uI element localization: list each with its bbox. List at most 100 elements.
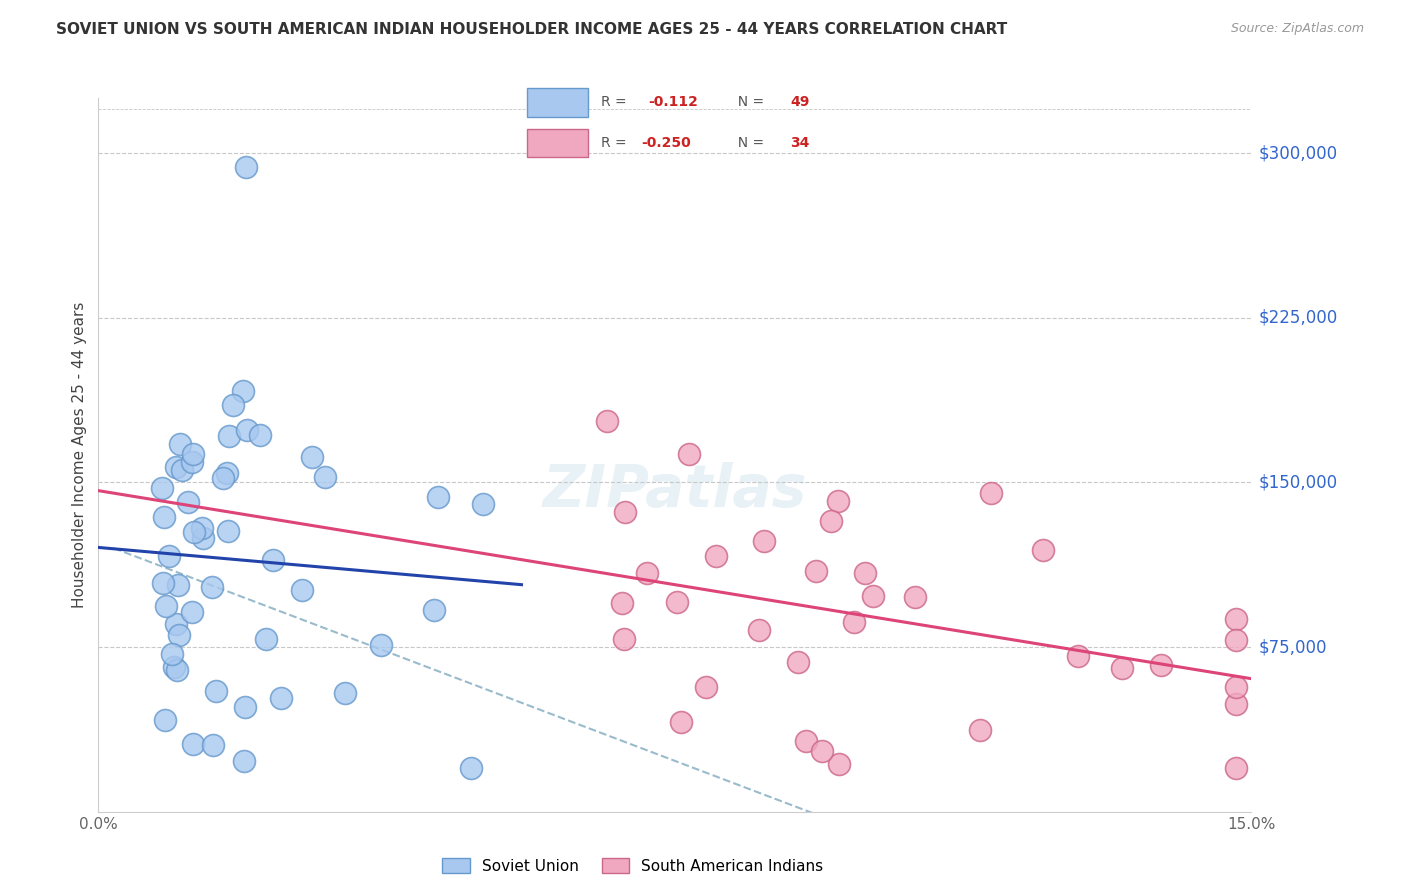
Text: $300,000: $300,000 <box>1258 144 1337 162</box>
Text: 49: 49 <box>790 95 810 110</box>
Point <box>169 436 191 450</box>
Point <box>862 589 884 603</box>
Point <box>249 427 271 442</box>
Text: $225,000: $225,000 <box>1258 309 1337 326</box>
Point <box>704 549 727 564</box>
Point <box>980 486 1002 500</box>
Point <box>678 447 700 461</box>
Point <box>157 549 180 564</box>
Point <box>254 632 277 646</box>
Text: -0.250: -0.250 <box>641 136 692 150</box>
Point <box>233 754 256 768</box>
Point <box>314 470 336 484</box>
Text: $150,000: $150,000 <box>1258 474 1337 491</box>
Point <box>235 160 257 174</box>
Point <box>904 591 927 605</box>
Point <box>160 647 183 661</box>
Point <box>270 691 292 706</box>
Point <box>202 739 225 753</box>
Point <box>155 599 177 613</box>
Point <box>153 510 176 524</box>
Point <box>969 723 991 738</box>
Point <box>183 447 205 461</box>
Point <box>472 497 495 511</box>
Point <box>205 684 228 698</box>
Point <box>166 664 188 678</box>
Point <box>1225 680 1247 694</box>
Point <box>191 521 214 535</box>
Point <box>752 533 775 548</box>
Point <box>183 524 205 539</box>
Y-axis label: Householder Income Ages 25 - 44 years: Householder Income Ages 25 - 44 years <box>72 301 87 608</box>
Point <box>233 699 256 714</box>
Point <box>183 737 205 751</box>
Point <box>1225 633 1247 648</box>
Point <box>215 466 238 480</box>
Point <box>370 638 392 652</box>
Point <box>748 623 770 637</box>
Point <box>460 761 482 775</box>
Point <box>165 459 187 474</box>
Point <box>180 455 202 469</box>
Text: N =: N = <box>730 95 769 110</box>
Text: 34: 34 <box>790 136 810 150</box>
Point <box>218 429 240 443</box>
Point <box>163 660 186 674</box>
Point <box>167 628 190 642</box>
Point <box>811 743 834 757</box>
Point <box>1225 612 1247 626</box>
Point <box>291 582 314 597</box>
Point <box>217 524 239 538</box>
Point <box>613 632 636 647</box>
Point <box>794 734 817 748</box>
Point <box>167 578 190 592</box>
Point <box>1111 661 1133 675</box>
Text: R =: R = <box>602 136 631 150</box>
Text: Source: ZipAtlas.com: Source: ZipAtlas.com <box>1230 22 1364 36</box>
Point <box>263 552 285 566</box>
Point <box>301 450 323 465</box>
Point <box>820 514 842 528</box>
Point <box>222 398 245 412</box>
Bar <box>527 88 588 117</box>
Point <box>844 615 866 629</box>
Point <box>786 655 808 669</box>
Point <box>232 384 254 399</box>
Point <box>804 564 827 578</box>
Point <box>426 490 449 504</box>
Point <box>212 471 235 485</box>
Point <box>695 681 717 695</box>
Point <box>827 756 849 771</box>
Text: -0.112: -0.112 <box>648 95 699 110</box>
Point <box>614 505 637 519</box>
Text: $75,000: $75,000 <box>1258 638 1327 656</box>
Point <box>596 414 619 428</box>
Point <box>236 423 259 437</box>
Point <box>827 494 849 508</box>
Text: SOVIET UNION VS SOUTH AMERICAN INDIAN HOUSEHOLDER INCOME AGES 25 - 44 YEARS CORR: SOVIET UNION VS SOUTH AMERICAN INDIAN HO… <box>56 22 1008 37</box>
Point <box>1225 697 1247 711</box>
Point <box>152 576 174 591</box>
Text: N =: N = <box>730 136 769 150</box>
Point <box>669 715 692 730</box>
Point <box>170 463 193 477</box>
Point <box>176 494 198 508</box>
Point <box>193 531 215 545</box>
Text: R =: R = <box>602 95 636 110</box>
Legend: Soviet Union, South American Indians: Soviet Union, South American Indians <box>436 852 830 880</box>
Point <box>201 580 224 594</box>
Point <box>180 605 202 619</box>
Point <box>1032 542 1054 557</box>
Point <box>636 566 658 581</box>
Bar <box>527 128 588 157</box>
Point <box>1067 648 1090 663</box>
Text: ZIPatlas: ZIPatlas <box>543 462 807 519</box>
Point <box>1225 761 1247 775</box>
Point <box>335 686 357 700</box>
Point <box>155 713 177 727</box>
Point <box>165 617 187 632</box>
Point <box>855 566 877 580</box>
Point <box>610 596 633 610</box>
Point <box>1150 658 1173 673</box>
Point <box>150 481 173 495</box>
